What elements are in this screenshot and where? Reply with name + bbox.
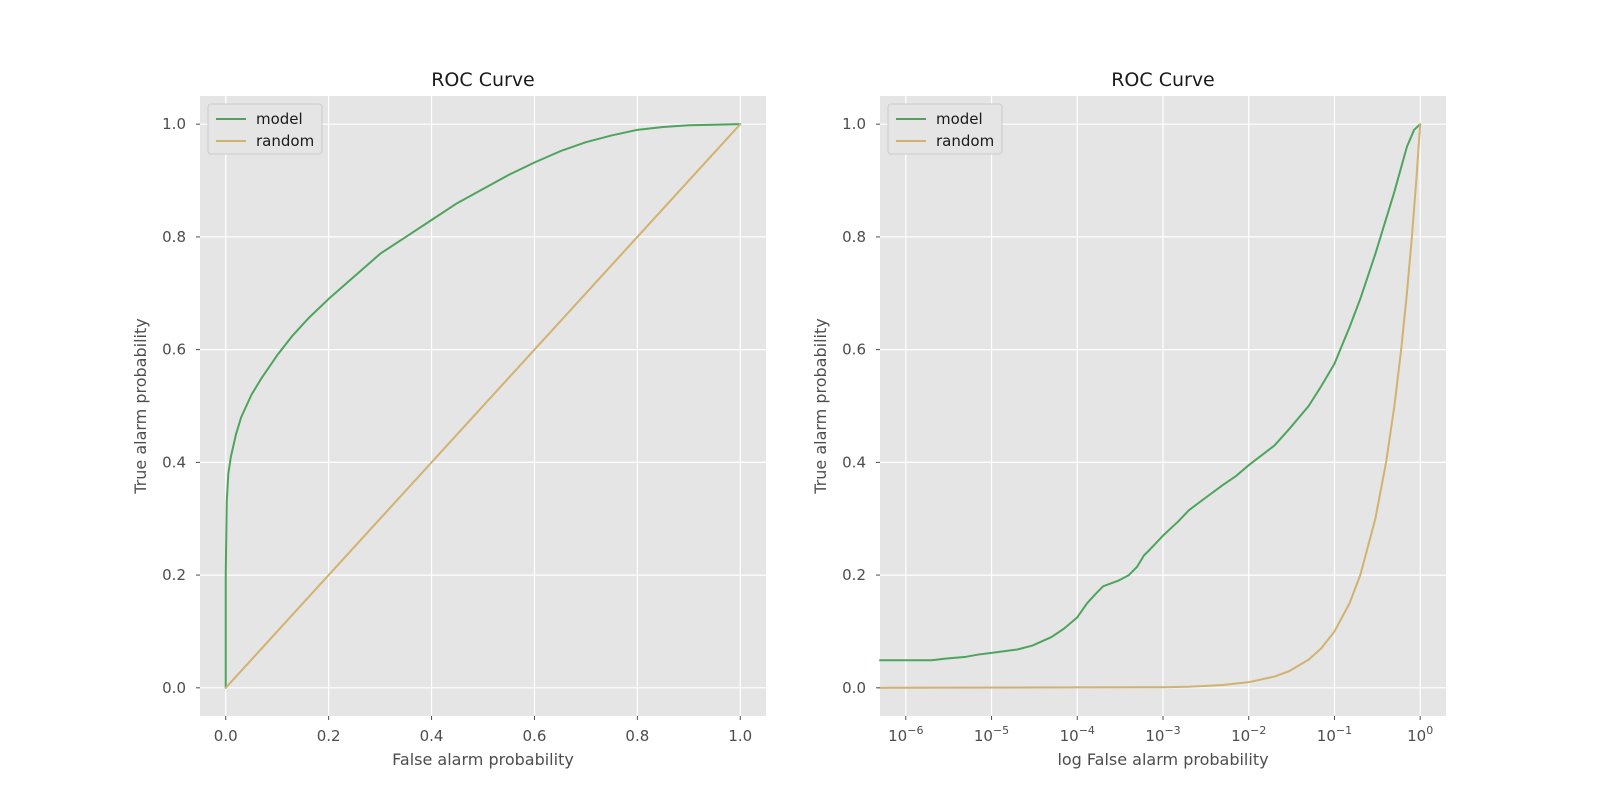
legend-label-model: model [256, 110, 303, 128]
y-tick-label: 0.6 [842, 341, 866, 359]
x-tick-label: 10−2 [1231, 724, 1266, 745]
x-tick-label: 0.6 [523, 727, 547, 745]
x-tick-label: 100 [1407, 724, 1433, 745]
legend-label-model: model [936, 110, 983, 128]
x-tick-label: 10−1 [1317, 724, 1352, 745]
series-line-random [879, 123, 1422, 689]
x-tick-label: 10−5 [974, 724, 1009, 745]
x-axis-label: log False alarm probability [1057, 750, 1268, 769]
y-tick-label: 0.4 [842, 453, 866, 471]
y-axis-label: True alarm probability [131, 318, 150, 494]
legend-label-random: random [936, 132, 994, 150]
y-tick-label: 1.0 [162, 115, 186, 133]
chart-panel-2: 10−6 10−5 10−4 10−3 10−2 10−1 100 0.0 0.2 0.4 0.6 0… [811, 69, 1446, 769]
y-tick-label: 0.8 [162, 228, 186, 246]
y-tick-label: 0.2 [162, 566, 186, 584]
x-tick-label: 10−3 [1145, 724, 1180, 745]
series-line-model [879, 123, 1422, 662]
x-tick-label: 0.8 [625, 727, 649, 745]
x-tick-label: 1.0 [728, 727, 752, 745]
legend: model random [887, 103, 1003, 155]
y-tick-label: 0.0 [162, 679, 186, 697]
x-tick-label: 10−4 [1060, 724, 1095, 745]
x-tick-label: 0.2 [317, 727, 341, 745]
y-tick-label: 0.4 [162, 453, 186, 471]
x-tick-label: 10−6 [888, 724, 923, 745]
y-tick-label: 0.8 [842, 228, 866, 246]
x-axis-label: False alarm probability [392, 750, 574, 769]
legend-label-random: random [256, 132, 314, 150]
x-tick-label: 0.4 [420, 727, 444, 745]
y-axis-label: True alarm probability [811, 318, 830, 494]
y-tick-label: 0.0 [842, 679, 866, 697]
legend: model random [207, 103, 323, 155]
y-tick-label: 0.6 [162, 341, 186, 359]
chart-title: ROC Curve [1111, 69, 1215, 91]
series-line-random [224, 123, 742, 689]
y-tick-label: 0.2 [842, 566, 866, 584]
y-tick-label: 1.0 [842, 115, 866, 133]
x-tick-label: 0.0 [214, 727, 238, 745]
chart-panel-1: 0.0 0.2 0.4 0.6 0.8 1.0 0.0 0.2 0.4 0.6 0.8 1.0 ROC … [131, 69, 766, 769]
chart-title: ROC Curve [431, 69, 535, 91]
series-line-model [224, 123, 742, 689]
